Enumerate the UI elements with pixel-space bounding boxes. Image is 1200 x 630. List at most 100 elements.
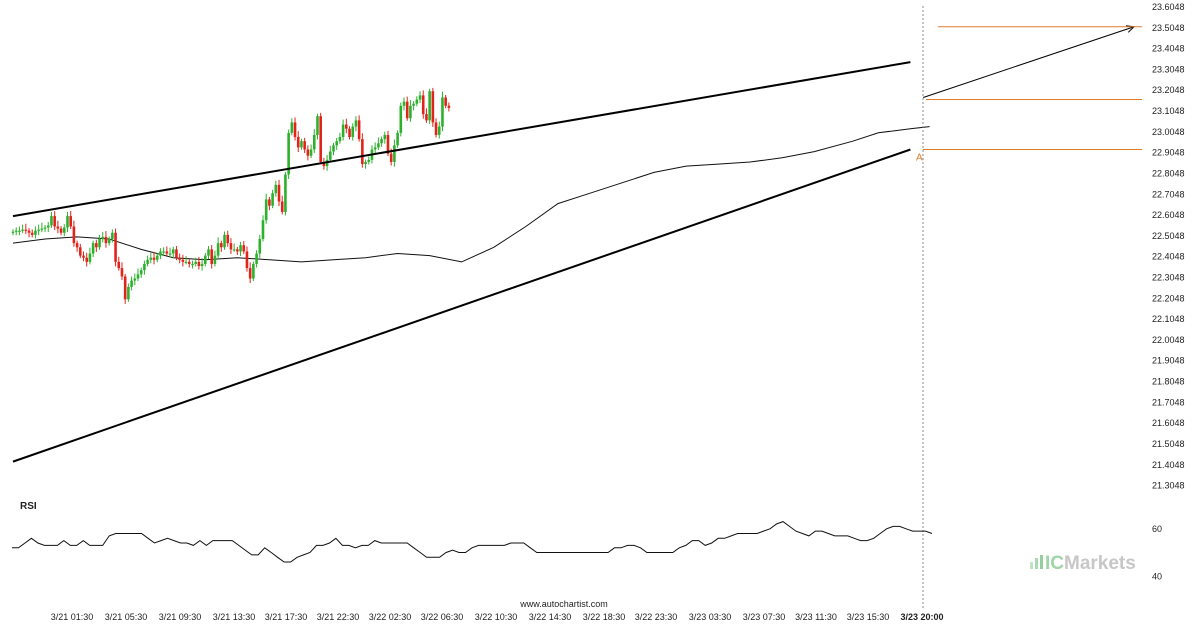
price-tick-label: 21.9048 (1152, 356, 1185, 366)
candle-body (104, 236, 108, 244)
candle-body (200, 263, 204, 267)
candle-body (418, 95, 422, 100)
candle-body (434, 122, 438, 135)
time-tick-label: 3/22 10:30 (475, 612, 518, 622)
candle-body (133, 278, 137, 281)
candle-body (258, 238, 262, 254)
candle-body (345, 124, 348, 129)
candle-body (239, 245, 242, 252)
candle-body (409, 105, 412, 119)
candle-body (280, 201, 284, 212)
time-tick-label: 3/23 07:30 (743, 612, 786, 622)
candle-body (428, 91, 431, 121)
candle-body (168, 253, 172, 255)
candle-body (210, 249, 214, 264)
time-tick-label: 3/21 09:30 (159, 612, 202, 622)
rsi-tick-label: 40 (1152, 571, 1162, 581)
candle-body (143, 263, 146, 271)
candle-body (393, 145, 396, 162)
candle-body (162, 251, 165, 253)
candle-body (421, 95, 425, 115)
resistance-line (12, 61, 911, 218)
candle-body (152, 257, 156, 260)
candle-body (245, 251, 249, 269)
candle-body (399, 105, 403, 133)
candle-body (220, 243, 223, 248)
candle-body (300, 141, 303, 148)
candle-body (14, 230, 18, 232)
time-tick-label: 3/23 11:30 (795, 612, 837, 622)
candle-body (447, 105, 451, 108)
time-tick-label: 3/21 01:30 (51, 612, 94, 622)
price-tick-label: 22.5048 (1152, 231, 1185, 241)
candle-body (66, 216, 69, 228)
candle-body (261, 220, 265, 239)
candle-body (341, 124, 345, 138)
candle-body (223, 234, 226, 248)
rsi-panel: RSI 60 40 (12, 501, 1162, 581)
point-label-a: A (916, 152, 923, 163)
brand-prefix: IC (1045, 553, 1064, 574)
candle-body (284, 174, 287, 212)
candle-body (405, 101, 409, 119)
candle-body (268, 199, 271, 206)
moving-average-layer (12, 126, 930, 263)
time-tick-label: 3/23 03:30 (689, 612, 732, 622)
candle-body (232, 249, 236, 251)
candle-body (130, 280, 133, 287)
support-line (12, 148, 911, 463)
candle-body (136, 274, 140, 279)
projection-arrow (923, 26, 1135, 98)
brand-suffix: Markets (1064, 553, 1136, 574)
candle-body (364, 161, 367, 165)
candle-body (85, 257, 89, 262)
candle-body (127, 286, 130, 300)
candle-body (332, 145, 335, 152)
candle-body (139, 270, 143, 275)
candle-body (415, 99, 419, 104)
candle-body (316, 116, 319, 135)
candle-body (357, 120, 361, 140)
candle-body (242, 245, 246, 252)
candle-body (111, 232, 114, 239)
candlestick-layer (11, 87, 451, 304)
candle-body (271, 193, 274, 206)
candle-body (229, 243, 233, 250)
price-tick-label: 22.7048 (1152, 189, 1185, 199)
price-tick-label: 23.4048 (1152, 44, 1185, 54)
time-tick-label-current: 3/23 20:00 (900, 612, 943, 622)
candle-body (88, 253, 92, 262)
candle-body (79, 247, 82, 256)
candle-body (441, 97, 444, 127)
time-tick-label: 3/21 13:30 (213, 612, 256, 622)
time-tick-label: 3/22 06:30 (421, 612, 464, 622)
candle-body (437, 126, 441, 135)
candle-body (75, 243, 79, 248)
candle-body (43, 227, 47, 229)
candle-body (377, 143, 380, 148)
price-tick-label: 23.2048 (1152, 85, 1185, 95)
candle-body (197, 261, 201, 267)
candle-body (62, 227, 66, 233)
brand-name: ICMarkets (1045, 553, 1136, 574)
candle-body (37, 229, 40, 231)
time-tick-label: 3/21 17:30 (265, 612, 308, 622)
price-tick-label: 23.3048 (1152, 64, 1185, 74)
price-tick-label: 23.1048 (1152, 106, 1185, 116)
time-axis: 3/21 01:30 3/21 05:30 3/21 09:30 3/21 13:30… (51, 612, 944, 622)
candle-body (380, 139, 383, 144)
candle-body (412, 103, 415, 106)
candle-body (82, 255, 85, 258)
candle-body (252, 263, 255, 279)
candle-body (181, 259, 185, 262)
candle-body (50, 216, 53, 226)
candle-body (248, 268, 252, 279)
price-tick-label: 21.7048 (1152, 397, 1185, 407)
price-tick-label: 22.4048 (1152, 252, 1185, 262)
level-lines-layer (923, 26, 1142, 150)
brand-watermark: ICMarkets (1030, 553, 1136, 574)
candle-body (348, 128, 351, 138)
candle-body (213, 255, 217, 264)
time-tick-label: 3/22 18:30 (583, 612, 626, 622)
